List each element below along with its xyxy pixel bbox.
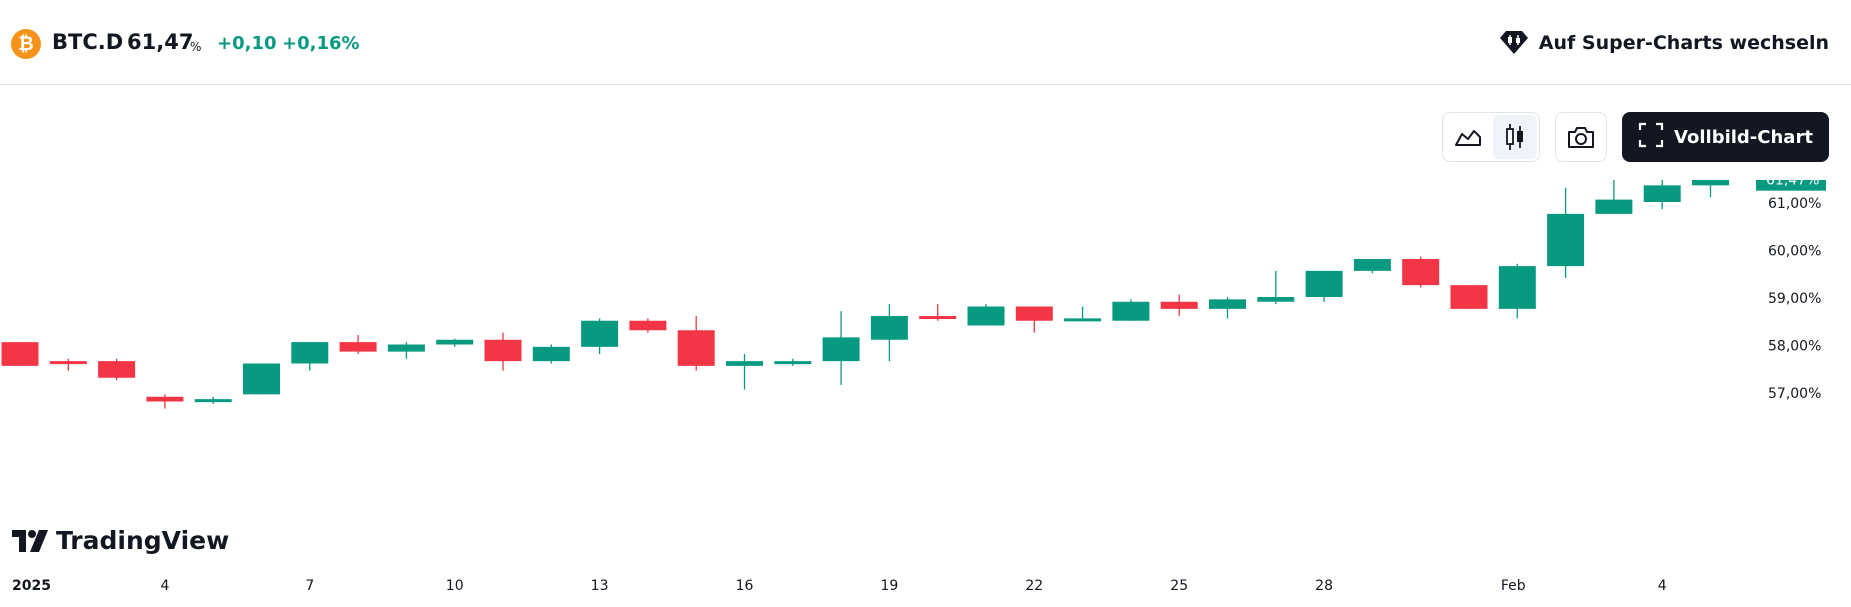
x-tick-label: Feb — [1501, 578, 1526, 594]
last-price-tag — [1756, 180, 1826, 191]
last-price-label: 61,47% — [1766, 180, 1819, 189]
x-tick-label: 4 — [1658, 578, 1667, 594]
candle-body — [146, 396, 184, 402]
area-chart-icon[interactable] — [1446, 115, 1490, 159]
header-bar: ₿ BTC.D 61,47 % +0,10 +0,16% Auf Super-C… — [0, 0, 1851, 85]
super-charts-label: Auf Super-Charts wechseln — [1538, 32, 1829, 54]
candle-body — [194, 399, 232, 403]
current-price: 61,47 — [127, 30, 194, 54]
candle-body — [339, 342, 377, 352]
candle-body — [822, 337, 860, 362]
candle-body — [1450, 285, 1488, 309]
chart-type-toggle — [1442, 112, 1540, 162]
fullscreen-icon — [1638, 122, 1664, 153]
y-tick-label: 59,00% — [1768, 291, 1821, 307]
candle-body — [1, 342, 39, 366]
y-tick-label: 58,00% — [1768, 339, 1821, 355]
tradingview-logo-text: TradingView — [56, 526, 230, 555]
candle-body — [677, 330, 715, 366]
super-charts-link[interactable]: Auf Super-Charts wechseln — [1499, 26, 1829, 60]
tradingview-logo-icon — [12, 529, 48, 552]
candle-body — [1209, 299, 1246, 309]
candle-body — [291, 342, 329, 364]
fullscreen-label: Vollbild-Chart — [1674, 126, 1813, 148]
candle-body — [967, 306, 1005, 326]
x-tick-label: 4 — [160, 578, 169, 594]
candle-body — [629, 320, 667, 331]
candle-body — [774, 361, 812, 365]
candlestick-chart[interactable]: 57,00%58,00%59,00%60,00%61,00%62,00%63,0… — [0, 180, 1851, 607]
candle-body — [98, 361, 136, 378]
y-tick-label: 60,00% — [1768, 244, 1821, 260]
price-unit: % — [190, 40, 202, 54]
candle-body — [484, 339, 522, 362]
x-tick-label: 28 — [1315, 578, 1333, 594]
x-tick-label: 13 — [591, 578, 609, 594]
candle-body — [870, 316, 908, 340]
change-percent: +0,16% — [282, 33, 360, 54]
candle-body — [1498, 266, 1536, 309]
candle-body — [387, 344, 425, 352]
candle-body — [1160, 301, 1198, 309]
candle-body — [436, 339, 474, 345]
candle-body — [1643, 185, 1681, 202]
candle-body — [1305, 270, 1343, 297]
candle-body — [532, 346, 570, 362]
candle-body — [1353, 259, 1391, 271]
candle-body — [1692, 180, 1729, 186]
candle-body — [581, 320, 619, 347]
super-charts-diamond-icon — [1499, 26, 1529, 61]
x-tick-label: 19 — [880, 578, 898, 594]
candlestick-icon[interactable] — [1493, 115, 1537, 159]
camera-icon[interactable] — [1555, 112, 1607, 162]
candle-body — [726, 361, 763, 366]
candle-body — [1402, 259, 1440, 286]
x-tick-label: 22 — [1025, 578, 1043, 594]
candle-body — [49, 361, 87, 365]
candle-body — [1112, 301, 1150, 321]
candle-body — [1064, 318, 1102, 322]
candle-body — [919, 316, 957, 319]
candle-body — [1595, 199, 1633, 214]
candle-body — [1547, 213, 1585, 267]
y-tick-label: 57,00% — [1768, 386, 1821, 402]
x-tick-label: 2025 — [12, 578, 51, 594]
x-tick-label: 7 — [305, 578, 314, 594]
symbol-name[interactable]: BTC.D — [52, 30, 124, 54]
candle-body — [1257, 297, 1295, 302]
x-tick-label: 10 — [446, 578, 464, 594]
bitcoin-icon: ₿ — [11, 29, 41, 59]
y-tick-label: 61,00% — [1768, 196, 1821, 212]
tradingview-logo: TradingView — [12, 526, 229, 555]
x-tick-label: 25 — [1170, 578, 1188, 594]
candle-body — [1015, 306, 1053, 321]
fullscreen-chart-button[interactable]: Vollbild-Chart — [1622, 112, 1829, 162]
x-tick-label: 16 — [736, 578, 754, 594]
candle-body — [243, 363, 280, 395]
change-absolute: +0,10 — [217, 33, 277, 54]
